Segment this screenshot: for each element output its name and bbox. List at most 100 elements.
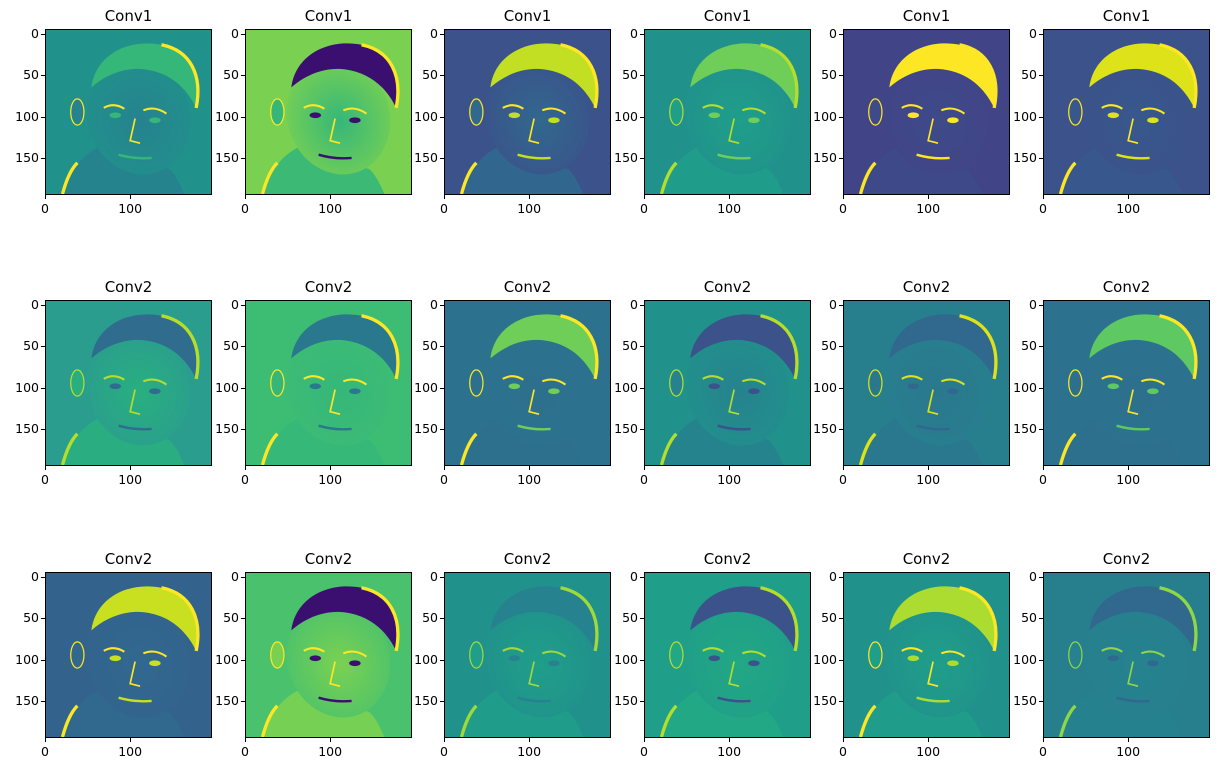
feature-map-left-brow <box>901 375 923 381</box>
feature-map-nose <box>927 118 939 144</box>
feature-map-hair <box>91 43 198 108</box>
feature-map-mouth <box>118 696 152 703</box>
feature-map-mouth <box>318 424 352 431</box>
feature-map-nose <box>528 118 540 144</box>
x-tick-label: 100 <box>118 472 143 487</box>
feature-map-hair <box>490 314 597 379</box>
feature-map-right-eye <box>149 660 161 667</box>
x-tick-mark <box>444 466 445 470</box>
y-tick-mark <box>839 618 843 620</box>
y-tick-mark <box>41 429 45 431</box>
y-tick-mark <box>440 387 444 389</box>
x-tick-mark <box>444 738 445 742</box>
feature-map-mouth <box>717 424 751 431</box>
x-tick-label: 100 <box>916 472 941 487</box>
x-tick-label: 100 <box>717 472 742 487</box>
feature-map-face <box>685 600 790 718</box>
y-tick-label: 150 <box>414 421 438 437</box>
y-tick-mark <box>1039 33 1043 35</box>
x-tick-mark <box>330 466 332 470</box>
feature-map-right-brow <box>1140 378 1166 386</box>
x-tick-label: 100 <box>1116 744 1141 759</box>
x-tick-mark <box>45 466 46 470</box>
feature-map-hair-edge <box>161 586 200 652</box>
feature-map-right-eye <box>947 117 959 124</box>
feature-map-hair <box>690 314 797 379</box>
x-tick-label: 100 <box>118 201 143 216</box>
y-tick-label: 150 <box>614 693 638 709</box>
subplot-image-frame <box>245 300 412 466</box>
feature-map-image <box>46 30 211 194</box>
feature-map-ear <box>1068 641 1083 669</box>
subplot-image-frame <box>444 572 611 738</box>
y-tick-label: 0 <box>430 25 438 41</box>
feature-map-left-eye <box>708 655 721 662</box>
x-tick-label: 0 <box>1039 201 1047 216</box>
y-tick-label: 50 <box>821 338 837 354</box>
x-tick-label: 0 <box>640 472 648 487</box>
y-tick-mark <box>1039 701 1043 703</box>
x-tick-label: 0 <box>839 472 847 487</box>
x-tick-label: 100 <box>1116 472 1141 487</box>
feature-map-left-brow <box>702 104 724 110</box>
feature-map-right-brow <box>541 107 567 115</box>
y-tick-label: 100 <box>614 108 638 124</box>
y-tick-mark <box>440 158 444 160</box>
feature-map-face <box>485 328 590 446</box>
feature-map-face <box>286 328 391 446</box>
feature-map-face <box>286 57 391 175</box>
y-tick-label: 100 <box>1013 108 1037 124</box>
feature-map-face <box>1084 600 1189 718</box>
x-tick-mark <box>1043 738 1044 742</box>
x-tick-label: 0 <box>1039 744 1047 759</box>
feature-map-collar-edge <box>60 432 79 465</box>
feature-map-face <box>86 328 191 446</box>
feature-map-left-eye <box>1107 383 1120 390</box>
feature-map-collar-edge <box>260 161 279 194</box>
subplot-title: Conv2 <box>1102 550 1151 568</box>
y-tick-mark <box>640 33 644 35</box>
feature-map-nose <box>129 118 141 144</box>
feature-map-left-eye <box>309 383 322 390</box>
y-tick-label: 100 <box>813 651 837 667</box>
feature-map-left-brow <box>103 375 125 381</box>
feature-map-collar-edge <box>459 432 478 465</box>
y-tick-mark <box>241 116 245 118</box>
x-tick-mark <box>245 738 246 742</box>
y-tick-label: 100 <box>614 651 638 667</box>
feature-map-ear <box>70 98 85 126</box>
y-tick-mark <box>839 659 843 661</box>
y-tick-mark <box>1039 116 1043 118</box>
feature-map-hair <box>490 586 597 651</box>
x-tick-label: 100 <box>517 744 542 759</box>
feature-map-face <box>485 57 590 175</box>
feature-map-image <box>844 30 1009 194</box>
feature-map-nose <box>329 118 341 144</box>
feature-map-face <box>86 57 191 175</box>
feature-map-ear <box>270 641 285 669</box>
subplot-image-frame <box>1043 29 1210 195</box>
x-tick-label: 0 <box>41 744 49 759</box>
x-tick-mark <box>1043 466 1044 470</box>
feature-map-collar-edge <box>459 704 478 737</box>
x-tick-label: 0 <box>241 744 249 759</box>
feature-map-left-eye <box>1107 112 1120 119</box>
y-tick-label: 100 <box>614 379 638 395</box>
feature-map-face <box>485 600 590 718</box>
feature-map-nose <box>329 389 341 415</box>
y-tick-label: 50 <box>422 338 438 354</box>
y-tick-mark <box>839 387 843 389</box>
y-tick-mark <box>640 116 644 118</box>
y-tick-label: 100 <box>215 379 239 395</box>
feature-map-hair <box>690 586 797 651</box>
y-tick-mark <box>41 576 45 578</box>
x-tick-label: 100 <box>318 201 343 216</box>
y-tick-mark <box>41 701 45 703</box>
feature-map-right-eye <box>1147 117 1159 124</box>
feature-map-collar-edge <box>659 432 678 465</box>
y-tick-label: 150 <box>15 150 39 166</box>
subplot-image-frame <box>45 29 212 195</box>
x-tick-mark <box>1043 195 1044 199</box>
x-tick-mark <box>45 195 46 199</box>
y-tick-label: 0 <box>231 296 239 312</box>
